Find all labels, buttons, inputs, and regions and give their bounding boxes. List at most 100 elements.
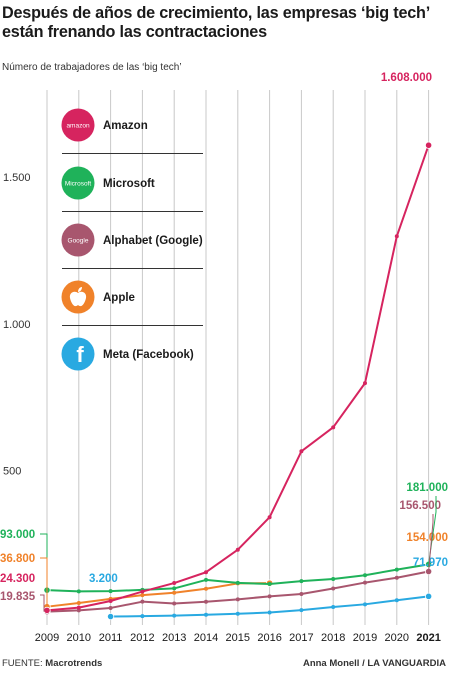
legend-label: Meta (Facebook) [103,349,194,361]
microsoft-logo-icon [61,166,95,200]
series-amazon [43,141,433,614]
start-marker [107,612,115,621]
chart-title: Después de años de crecimiento, las empr… [2,4,430,41]
logo-wordmark: Google [68,238,89,245]
apple-shape [69,287,87,307]
data-point-2012 [140,593,145,598]
x-tick-label-2015: 2015 [226,632,250,644]
data-point-2017 [299,608,304,613]
facebook-f-glyph: f [76,342,84,367]
logo-wordmark: amazon [66,123,90,130]
data-point-2017 [299,591,304,596]
data-point-2020 [394,567,399,572]
data-point-2018 [331,577,336,582]
data-point-2011 [108,598,113,603]
data-point-2020 [394,234,399,239]
legend-label: Apple [103,292,135,304]
amazon-logo-icon [61,108,95,142]
data-point-2013 [172,601,177,606]
data-point-2013 [172,586,177,591]
data-point-2012 [140,589,145,594]
end-marker [424,141,433,149]
data-point-2014 [204,586,208,591]
legend-label: Amazon [103,120,148,132]
data-point-2018 [331,586,336,591]
end-marker [424,592,433,600]
data-point-2010 [76,600,81,605]
x-tick-label-2009: 2009 [35,632,59,644]
data-point-2020 [394,575,399,580]
legend-item-amazon: amazon Amazon [61,108,203,154]
x-tick-label-2016: 2016 [257,632,281,644]
chart-subtitle: Número de trabajadores de las ‘big tech’ [2,62,182,73]
value-label-amazon-2009: 24.300 [0,573,35,585]
value-label-apple-2021: 154.000 [406,532,448,544]
data-point-2019 [363,381,367,386]
data-point-2020 [394,598,399,603]
source-label: FUENTE: [2,658,43,669]
x-tick-label-2019: 2019 [353,632,377,644]
data-point-2018 [331,425,336,430]
facebook-logo-icon [61,337,95,371]
data-point-2014 [204,570,208,575]
data-point-2016 [267,582,272,587]
leader-line [40,594,45,612]
x-tick-label-2014: 2014 [194,632,218,644]
data-point-2015 [235,597,240,602]
data-point-2015 [235,580,240,585]
data-point-2015 [235,611,240,616]
data-point-2017 [299,449,304,454]
data-point-2011 [108,589,113,594]
x-tick-label-2010: 2010 [67,632,91,644]
leader-line [40,533,48,591]
data-point-2019 [363,602,367,607]
leader-line [428,514,434,572]
data-point-2016 [267,610,272,615]
data-point-2016 [267,515,272,520]
data-point-2019 [363,580,367,585]
y-tick-label-500: 500 [3,466,21,478]
credit-note: Anna Monell / LA VANGUARDIA [302,658,446,669]
legend-label: Microsoft [103,178,155,190]
value-label-microsoft-2021: 181.000 [406,482,448,494]
source-name: Macrotrends [45,658,103,669]
data-point-2010 [76,605,81,610]
x-tick-label-2017: 2017 [289,632,313,644]
x-tick-label-2012: 2012 [130,632,154,644]
data-point-2019 [363,573,367,578]
leader-line [40,557,48,607]
data-point-2013 [172,613,177,618]
series-meta [107,592,433,621]
value-label-meta-2011: 3.200 [89,573,118,585]
legend-item-meta: f Meta (Facebook) [61,337,194,371]
legend-label: Alphabet (Google) [103,235,203,247]
data-point-2013 [172,581,177,586]
series-line [46,582,270,608]
source-note: FUENTE: Macrotrends [2,658,102,669]
y-tick-label-1000: 1.000 [3,319,31,331]
legend-item-alphabet: Google Alphabet (Google) [61,223,203,269]
x-tick-label-2020: 2020 [385,632,409,644]
legend: amazon Amazon Microsoft Microsoft Google Alph… [61,108,203,371]
google-logo-icon [61,223,95,257]
legend-item-microsoft: Microsoft Microsoft [61,166,203,212]
value-label-amazon-2021: 1.608.000 [381,72,432,84]
data-point-2017 [299,579,304,584]
data-point-2010 [76,589,81,594]
data-point-2014 [204,599,208,604]
legend-item-apple: Apple [61,280,203,326]
data-point-2011 [108,605,113,610]
value-label-alphabet-2021: 156.500 [399,500,441,512]
data-point-2014 [204,612,208,617]
x-tick-label-2018: 2018 [321,632,345,644]
data-point-2014 [204,577,208,582]
data-point-2012 [140,599,145,604]
value-labels: 24.300 1.608.000 93.000 181.000 19.835 156.50… [0,72,448,612]
data-point-2018 [331,605,336,610]
data-point-2016 [267,594,272,599]
start-marker [43,606,51,614]
value-label-microsoft-2009: 93.000 [0,529,35,541]
x-tick-label-2011: 2011 [99,632,123,644]
data-point-2012 [140,614,145,619]
data-point-2015 [235,547,240,552]
